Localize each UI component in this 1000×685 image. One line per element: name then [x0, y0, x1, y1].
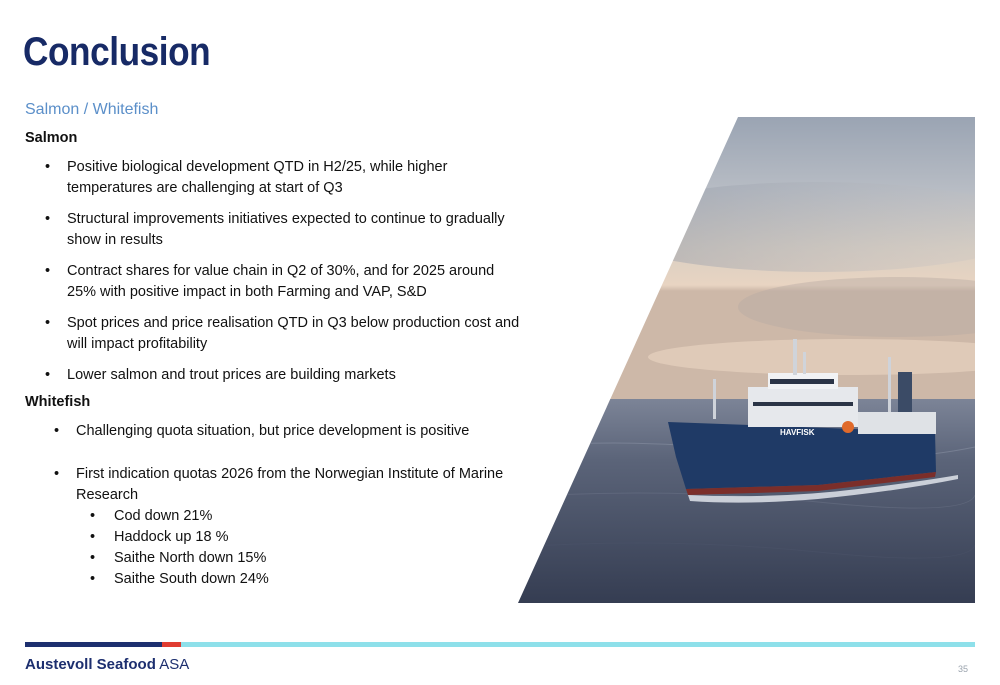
page-number: 35 — [957, 664, 968, 674]
fishing-vessel-photo: HAVFISK — [518, 117, 975, 603]
list-item: Challenging quota situation, but price d… — [25, 421, 525, 442]
footer-bar-navy — [25, 642, 162, 647]
brand-logo: Austevoll Seafood ASA — [25, 656, 189, 673]
whitefish-heading: Whitefish — [25, 394, 91, 410]
quota-sub-list: Cod down 21% Haddock up 18 % Saithe Nort… — [25, 506, 525, 590]
sub-list-item: Saithe South down 24% — [25, 569, 525, 590]
footer-bar-red — [162, 642, 181, 647]
sub-list-item: Saithe North down 15% — [25, 548, 525, 569]
footer-bar-cyan — [181, 642, 975, 647]
list-item: Spot prices and price realisation QTD in… — [25, 313, 525, 355]
list-item: First indication quotas 2026 from the No… — [25, 464, 525, 590]
list-item: Contract shares for value chain in Q2 of… — [25, 261, 525, 303]
salmon-heading: Salmon — [25, 130, 78, 146]
salmon-bullet-list: Positive biological development QTD in H… — [25, 157, 525, 386]
whitefish-bullet-list: Challenging quota situation, but price d… — [25, 421, 525, 590]
brand-name: Austevoll Seafood — [25, 656, 156, 673]
sub-list-item: Haddock up 18 % — [25, 527, 525, 548]
page-title: Conclusion — [23, 30, 211, 74]
list-item: Structural improvements initiatives expe… — [25, 209, 525, 251]
list-item-text: First indication quotas 2026 from the No… — [76, 466, 504, 503]
brand-suffix: ASA — [159, 656, 190, 673]
vessel-name-text: HAVFISK — [780, 428, 815, 437]
content-body: Salmon Positive biological development Q… — [25, 128, 525, 590]
list-item: Positive biological development QTD in H… — [25, 157, 525, 199]
list-item: Lower salmon and trout prices are buildi… — [25, 365, 525, 386]
sub-list-item: Cod down 21% — [25, 506, 525, 527]
page-subtitle: Salmon / Whitefish — [25, 101, 159, 118]
